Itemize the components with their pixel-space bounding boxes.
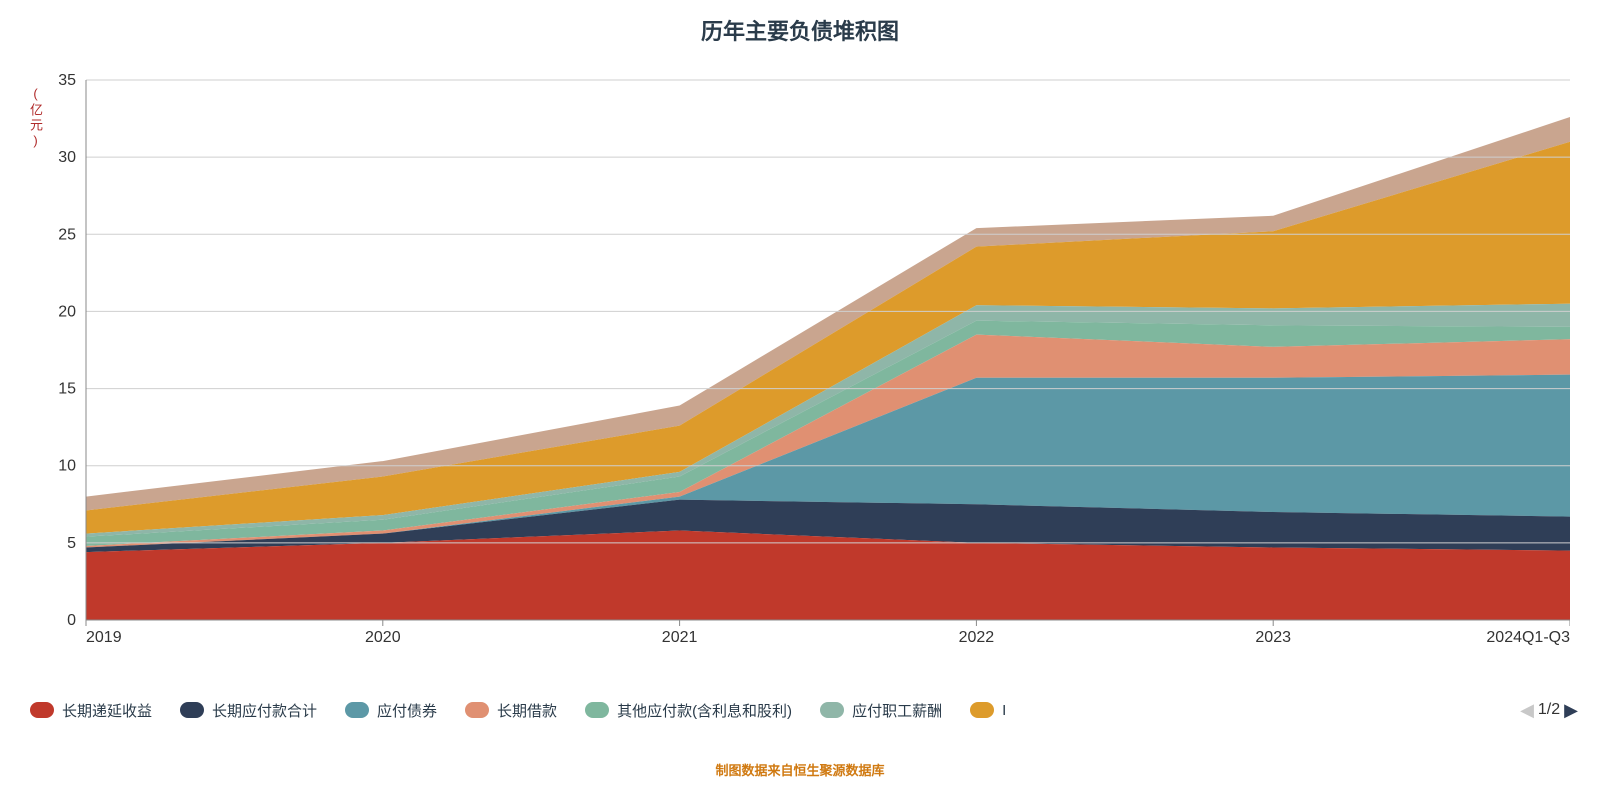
y-tick-label: 15 — [58, 381, 76, 398]
legend-item[interactable]: 长期递延收益 — [30, 700, 152, 721]
legend-label: 长期应付款合计 — [212, 700, 317, 721]
legend: 长期递延收益 长期应付款合计 应付债券 长期借款 其他应付款(含利息和股利) 应付职工薪酬… — [30, 690, 1580, 730]
pager-prev-icon[interactable]: ◀ — [1516, 700, 1538, 721]
legend-swatch — [465, 702, 489, 718]
pager-page-label: 1/2 — [1538, 701, 1560, 719]
x-tick-label: 2024Q1-Q3 — [1486, 629, 1570, 646]
legend-item[interactable]: 其他应付款(含利息和股利) — [585, 700, 792, 721]
y-tick-label: 30 — [58, 149, 76, 166]
chart-title: 历年主要负债堆积图 — [0, 0, 1600, 46]
x-tick-label: 2023 — [1255, 629, 1291, 646]
legend-label: I — [1002, 702, 1006, 719]
chart-plot: 0 5 10 15 20 25 30 35 2019 2020 2021 2022 2023 2024Q1… — [40, 70, 1570, 650]
legend-item[interactable]: 长期借款 — [465, 700, 557, 721]
legend-item[interactable]: I — [970, 702, 1006, 719]
y-tick-label: 0 — [67, 612, 76, 629]
x-tick-label: 2021 — [662, 629, 698, 646]
legend-swatch — [820, 702, 844, 718]
legend-swatch — [585, 702, 609, 718]
legend-swatch — [30, 702, 54, 718]
y-tick-label: 10 — [58, 458, 76, 475]
x-tick-label: 2019 — [86, 629, 122, 646]
legend-swatch — [345, 702, 369, 718]
data-source-footer: 制图数据来自恒生聚源数据库 — [0, 760, 1600, 779]
legend-label: 长期借款 — [497, 700, 557, 721]
y-tick-label: 25 — [58, 226, 76, 243]
y-tick-label: 5 — [67, 535, 76, 552]
legend-label: 长期递延收益 — [62, 700, 152, 721]
legend-label: 应付债券 — [377, 700, 437, 721]
x-tick-label: 2020 — [365, 629, 401, 646]
pager-next-icon[interactable]: ▶ — [1560, 700, 1582, 721]
legend-item[interactable]: 应付债券 — [345, 700, 437, 721]
legend-swatch — [180, 702, 204, 718]
x-tick-label: 2022 — [959, 629, 995, 646]
legend-swatch — [970, 702, 994, 718]
legend-pager: ◀ 1/2 ▶ — [1508, 690, 1582, 730]
legend-item[interactable]: 长期应付款合计 — [180, 700, 317, 721]
y-tick-label: 20 — [58, 303, 76, 320]
legend-label: 其他应付款(含利息和股利) — [617, 700, 792, 721]
legend-label: 应付职工薪酬 — [852, 700, 942, 721]
legend-item[interactable]: 应付职工薪酬 — [820, 700, 942, 721]
y-tick-label: 35 — [58, 72, 76, 89]
